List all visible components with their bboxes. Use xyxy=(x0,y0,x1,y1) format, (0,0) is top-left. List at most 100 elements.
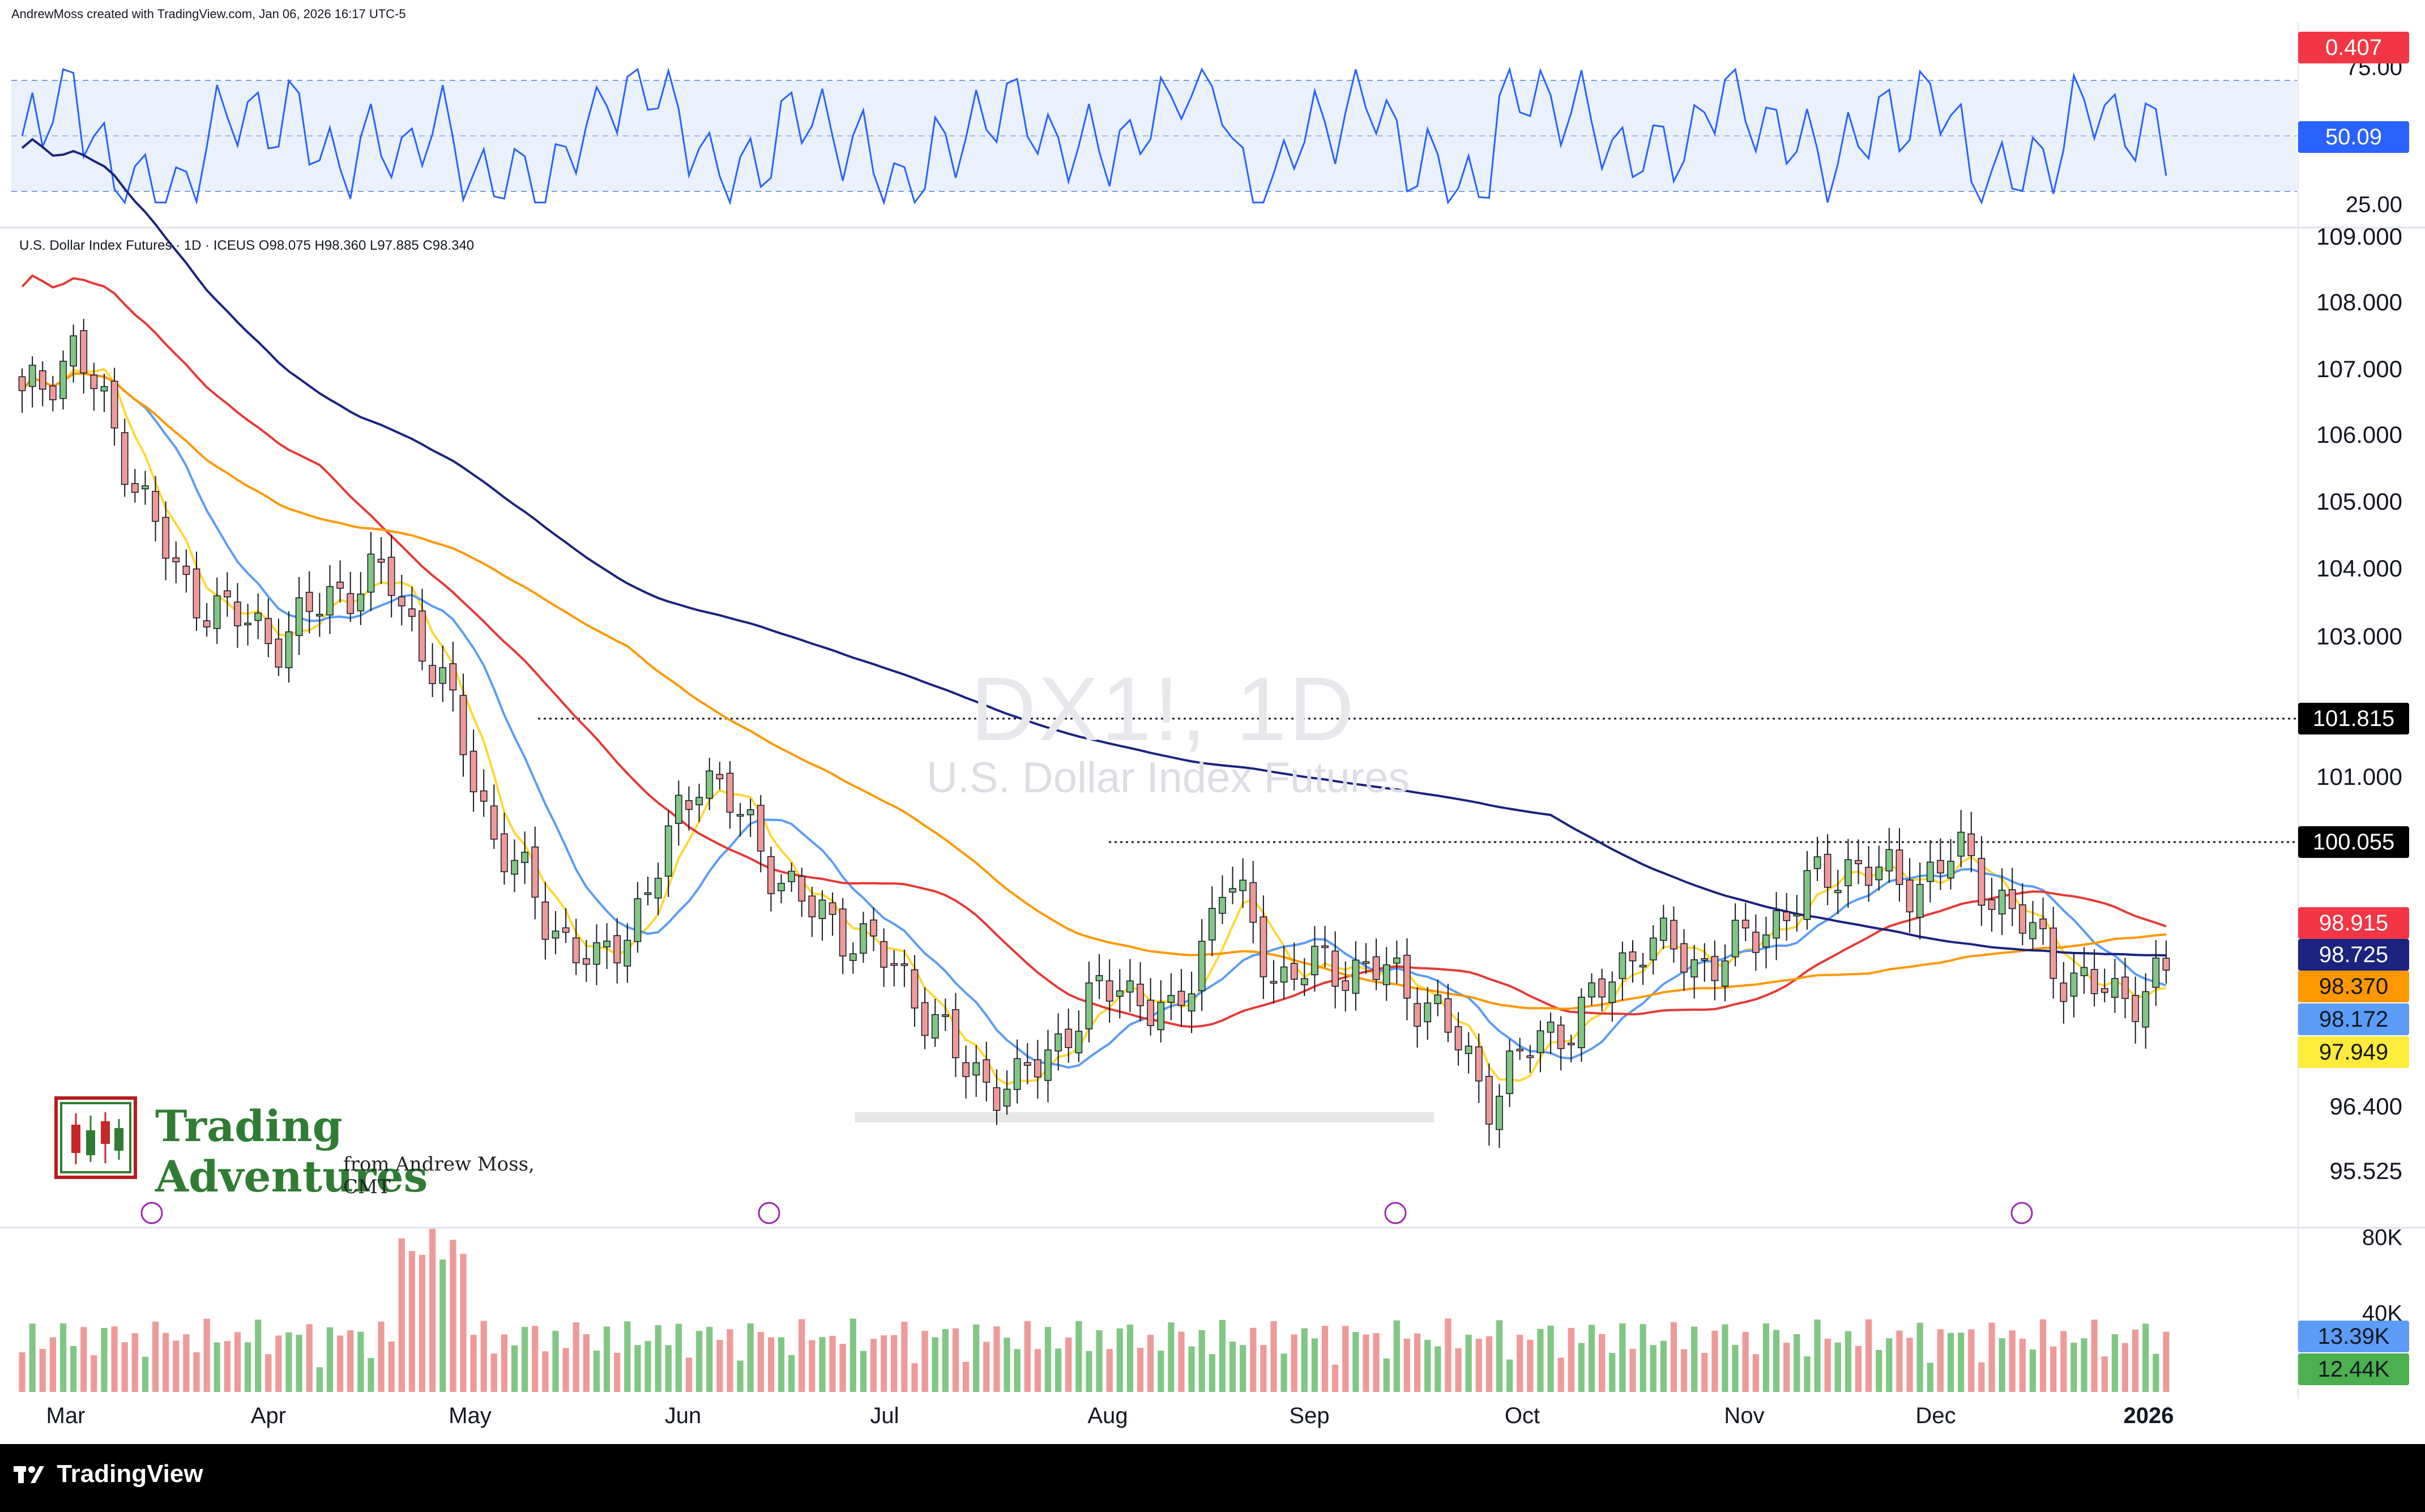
candle[interactable] xyxy=(798,875,806,902)
candle[interactable] xyxy=(1855,860,1862,865)
candle[interactable] xyxy=(1434,994,1442,1004)
candle[interactable] xyxy=(849,953,857,961)
candle[interactable] xyxy=(90,374,98,389)
candle[interactable] xyxy=(1372,956,1380,980)
candle[interactable] xyxy=(1967,833,1975,856)
candle[interactable] xyxy=(654,878,662,899)
candle[interactable] xyxy=(931,1014,939,1039)
candle[interactable] xyxy=(1219,896,1226,914)
candle[interactable] xyxy=(1680,943,1688,973)
candle[interactable] xyxy=(377,558,385,563)
candle[interactable] xyxy=(305,592,313,612)
candle[interactable] xyxy=(1393,957,1401,964)
candle[interactable] xyxy=(1167,995,1175,1003)
candle[interactable] xyxy=(1957,831,1965,857)
candle[interactable] xyxy=(1885,849,1893,872)
candle[interactable] xyxy=(275,638,283,668)
candle[interactable] xyxy=(972,1062,980,1076)
candle[interactable] xyxy=(952,1009,959,1058)
candle[interactable] xyxy=(1126,980,1134,993)
candle[interactable] xyxy=(2080,967,2088,976)
candle[interactable] xyxy=(1157,1002,1165,1031)
candle[interactable] xyxy=(2050,927,2057,979)
candle[interactable] xyxy=(664,825,672,877)
candle[interactable] xyxy=(1034,1059,1041,1078)
candle[interactable] xyxy=(387,557,395,596)
candle[interactable] xyxy=(624,939,631,967)
candle[interactable] xyxy=(2018,904,2026,934)
candle[interactable] xyxy=(1003,1088,1011,1107)
candle[interactable] xyxy=(357,593,365,612)
event-marker-icon[interactable] xyxy=(2010,1202,2033,1224)
candle[interactable] xyxy=(1937,860,1944,874)
candle[interactable] xyxy=(408,608,416,617)
candle[interactable] xyxy=(1875,866,1883,881)
candle[interactable] xyxy=(685,800,693,810)
candle[interactable] xyxy=(941,1014,949,1017)
candle[interactable] xyxy=(1352,959,1360,994)
candle[interactable] xyxy=(1013,1058,1021,1090)
candle[interactable] xyxy=(582,958,590,965)
candle[interactable] xyxy=(675,795,682,824)
candle[interactable] xyxy=(1578,997,1585,1048)
candle[interactable] xyxy=(1260,916,1267,977)
candle[interactable] xyxy=(490,805,498,840)
candle[interactable] xyxy=(1824,853,1831,888)
candle[interactable] xyxy=(347,593,355,614)
candle[interactable] xyxy=(131,483,139,493)
candle[interactable] xyxy=(80,330,88,374)
candle[interactable] xyxy=(1085,982,1093,1030)
candle[interactable] xyxy=(1290,963,1298,980)
candle[interactable] xyxy=(1475,1046,1483,1082)
candle[interactable] xyxy=(1762,934,1770,947)
candle[interactable] xyxy=(1044,1049,1052,1081)
candle[interactable] xyxy=(1300,978,1308,985)
candle[interactable] xyxy=(1619,952,1626,979)
candle[interactable] xyxy=(870,919,877,937)
candle[interactable] xyxy=(1567,1043,1575,1045)
candle[interactable] xyxy=(1444,998,1452,1033)
candle[interactable] xyxy=(1249,882,1257,923)
candle[interactable] xyxy=(1095,975,1103,981)
candle[interactable] xyxy=(746,809,754,815)
candle[interactable] xyxy=(1177,990,1185,1006)
candle[interactable] xyxy=(860,923,867,954)
candle[interactable] xyxy=(788,870,795,882)
candle[interactable] xyxy=(808,895,816,917)
candle[interactable] xyxy=(1506,1050,1513,1094)
candle[interactable] xyxy=(254,612,262,621)
candle[interactable] xyxy=(285,631,293,668)
candle[interactable] xyxy=(562,927,570,933)
candle[interactable] xyxy=(2162,958,2170,971)
candle[interactable] xyxy=(100,386,108,392)
candle[interactable] xyxy=(900,963,908,966)
candle[interactable] xyxy=(203,620,211,627)
candle[interactable] xyxy=(1752,932,1760,953)
candle[interactable] xyxy=(778,883,785,891)
candle[interactable] xyxy=(1721,960,1729,987)
candle[interactable] xyxy=(1403,955,1411,999)
symbol-legend[interactable]: U.S. Dollar Index Futures · 1D · ICEUS O… xyxy=(19,238,474,254)
candle[interactable] xyxy=(1783,911,1791,921)
candle[interactable] xyxy=(1065,1028,1073,1048)
candle[interactable] xyxy=(736,814,744,817)
candle[interactable] xyxy=(1988,899,1996,910)
candle[interactable] xyxy=(1639,964,1647,968)
candle[interactable] xyxy=(223,590,231,597)
candle[interactable] xyxy=(818,899,826,919)
candle[interactable] xyxy=(172,557,180,562)
candle[interactable] xyxy=(511,860,518,875)
candle[interactable] xyxy=(839,908,847,956)
candle[interactable] xyxy=(1229,888,1236,893)
candle[interactable] xyxy=(1926,861,1934,882)
candle[interactable] xyxy=(983,1059,991,1083)
candle[interactable] xyxy=(1845,859,1852,886)
candle[interactable] xyxy=(1362,961,1370,964)
candle[interactable] xyxy=(1793,913,1801,917)
candle[interactable] xyxy=(1116,990,1124,997)
chart-canvas[interactable] xyxy=(0,0,2425,1444)
candle[interactable] xyxy=(1188,993,1196,1011)
candle[interactable] xyxy=(603,941,610,947)
candle[interactable] xyxy=(398,596,405,606)
candle[interactable] xyxy=(1598,978,1606,998)
